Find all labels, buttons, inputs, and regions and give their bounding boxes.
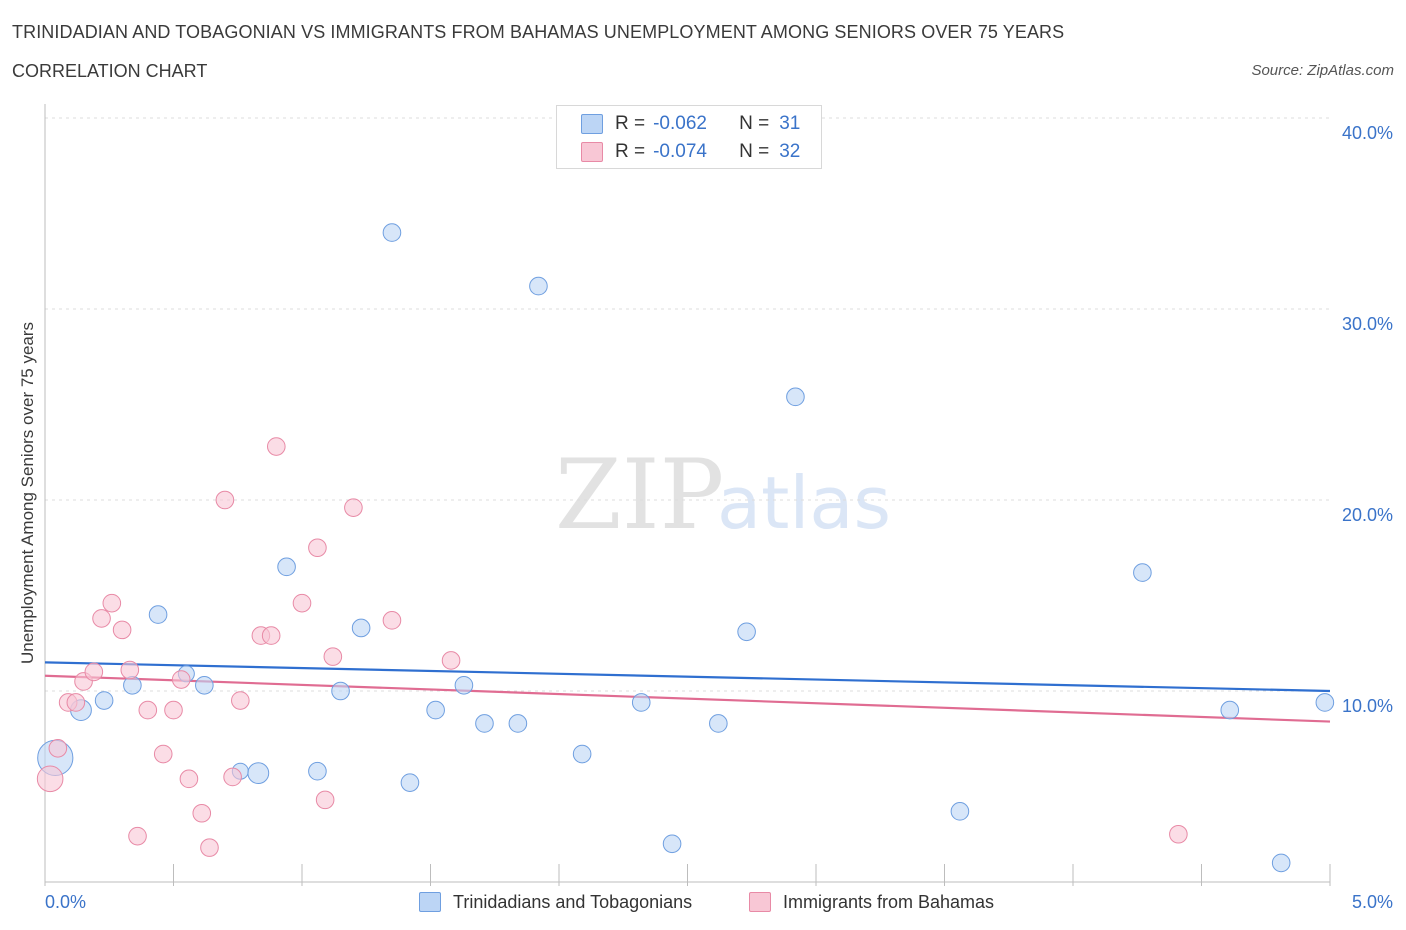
bahamas-point xyxy=(292,593,312,613)
bahamas-trend-line xyxy=(44,674,1331,723)
legend-label-bahamas: Immigrants from Bahamas xyxy=(783,891,995,912)
stats-n-value: 32 xyxy=(779,141,801,162)
bahamas-point xyxy=(84,662,104,682)
stats-n-label: N = xyxy=(739,113,770,134)
trinidadian-point xyxy=(950,802,970,821)
stats-r-label: R = xyxy=(615,141,646,162)
y-tick-label: 30.0% xyxy=(1342,314,1393,334)
bahamas-point xyxy=(382,611,402,630)
trinidadian-point xyxy=(148,605,168,624)
trinidadian-trend-line xyxy=(44,661,1331,693)
trinidadian-point xyxy=(277,557,296,577)
legend-item-bahamas[interactable]: Immigrants from Bahamas xyxy=(749,890,994,914)
stats-swatch-bahamas xyxy=(581,142,603,162)
bahamas-point xyxy=(441,651,461,670)
x-tick-label: 5.0% xyxy=(1352,892,1393,912)
bahamas-point xyxy=(261,626,281,645)
bahamas-point xyxy=(223,767,242,787)
bahamas-point xyxy=(128,826,147,846)
bahamas-point xyxy=(138,700,158,720)
trinidadian-point xyxy=(1133,563,1152,582)
trinidadian-point xyxy=(247,762,270,785)
trinidadian-point xyxy=(382,223,402,242)
y-tick-label: 20.0% xyxy=(1342,505,1393,525)
bahamas-point xyxy=(92,609,111,628)
bahamas-point xyxy=(171,670,191,689)
bahamas-point xyxy=(267,437,286,456)
stats-r-label: R = xyxy=(615,113,646,134)
watermark: ZIP atlas xyxy=(555,439,891,551)
trinidadian-point xyxy=(572,744,592,764)
bahamas-point xyxy=(192,803,212,823)
trinidadian-point xyxy=(351,618,371,638)
stats-row-trinidadian: R = -0.062 N = 31 xyxy=(581,111,800,137)
y-tick-label: 10.0% xyxy=(1342,696,1393,716)
chart-title: TRINIDADIAN AND TOBAGONIAN VS IMMIGRANTS… xyxy=(12,22,1065,42)
trinidadian-point xyxy=(631,693,651,712)
stats-r-value: -0.074 xyxy=(653,141,707,162)
trinidadian-point xyxy=(426,700,445,720)
stats-n-label: N = xyxy=(739,141,770,162)
legend-label-trinidadian: Trinidadians and Tobagonians xyxy=(453,891,693,912)
trinidadian-point xyxy=(94,691,114,710)
trinidadian-point xyxy=(737,622,756,642)
trinidadian-point xyxy=(709,714,728,733)
bahamas-point xyxy=(66,693,86,712)
bahamas-point xyxy=(36,765,64,793)
source-label: Source: ZipAtlas.com xyxy=(1251,62,1394,79)
chart-subtitle: CORRELATION CHART xyxy=(12,61,208,81)
bahamas-point xyxy=(1169,824,1188,844)
stats-swatch-trinidadian xyxy=(581,114,603,134)
bahamas-point xyxy=(231,691,250,710)
stats-box: R = -0.062 N = 31 R = -0.074 N = 32 xyxy=(556,105,822,169)
bahamas-point xyxy=(102,593,122,613)
trinidadian-point xyxy=(1220,700,1240,720)
bahamas-point xyxy=(215,490,235,510)
trinidadian-point xyxy=(1315,693,1335,712)
trinidadian-point xyxy=(529,276,548,296)
trinidadian-point xyxy=(400,773,420,792)
trinidadian-point xyxy=(1271,853,1291,873)
watermark-zip: ZIP xyxy=(555,439,724,551)
bahamas-point xyxy=(308,538,327,558)
legend-swatch-bahamas xyxy=(749,892,771,912)
legend-swatch-trinidadian xyxy=(419,892,441,912)
bahamas-point xyxy=(323,647,343,666)
watermark-atlas: atlas xyxy=(717,461,891,545)
trinidadian-point xyxy=(308,761,327,781)
stats-row-bahamas: R = -0.074 N = 32 xyxy=(581,139,800,165)
bahamas-point xyxy=(179,769,199,789)
bahamas-point xyxy=(120,660,140,680)
trinidadian-point xyxy=(331,681,350,701)
bahamas-point xyxy=(315,790,335,810)
bahamas-point xyxy=(153,744,173,764)
trinidadian-point xyxy=(786,387,805,407)
y-tick-label: 40.0% xyxy=(1342,123,1393,143)
trinidadian-point xyxy=(195,675,214,695)
bahamas-point xyxy=(48,739,68,758)
bahamas-point xyxy=(344,498,363,517)
bahamas-point xyxy=(164,700,183,720)
bahamas-point xyxy=(112,620,132,640)
x-tick-label: 0.0% xyxy=(45,892,86,912)
stats-n-value: 31 xyxy=(779,113,801,134)
legend-item-trinidadian[interactable]: Trinidadians and Tobagonians xyxy=(419,890,692,914)
trinidadian-point xyxy=(662,834,682,854)
trinidadian-point xyxy=(475,714,494,733)
stats-r-value: -0.062 xyxy=(653,113,707,134)
bahamas-point xyxy=(200,838,219,857)
trinidadian-point xyxy=(508,714,528,733)
trinidadian-point xyxy=(454,675,474,695)
trinidadian-point xyxy=(123,675,142,695)
